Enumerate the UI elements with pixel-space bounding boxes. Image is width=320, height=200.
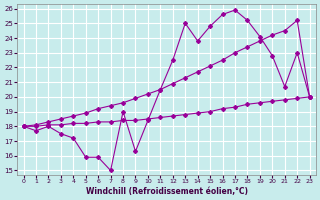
X-axis label: Windchill (Refroidissement éolien,°C): Windchill (Refroidissement éolien,°C) — [85, 187, 248, 196]
